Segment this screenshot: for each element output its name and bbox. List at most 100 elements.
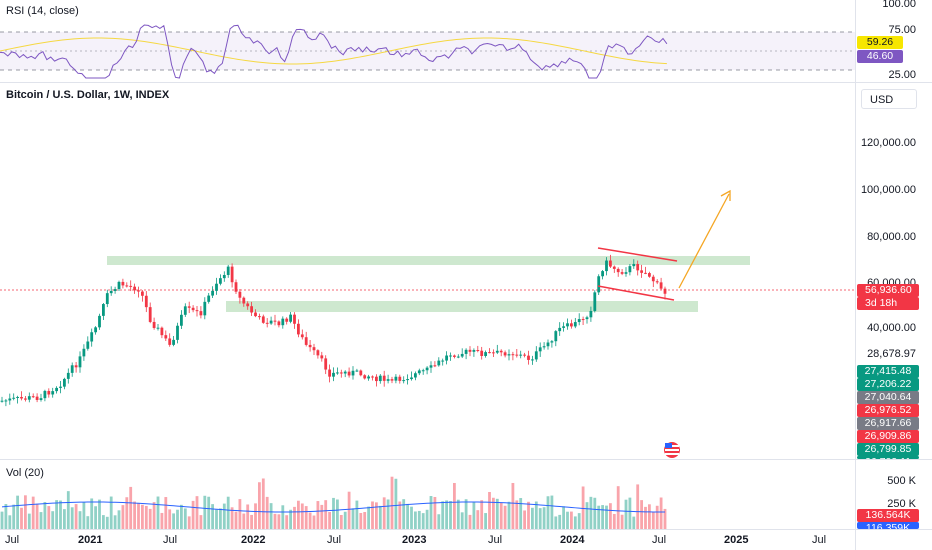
volume-bar	[152, 502, 156, 529]
rsi-line	[0, 24, 668, 79]
time-axis[interactable]: Jul 2021 Jul 2022 Jul 2023 Jul 2024 Jul …	[0, 529, 932, 550]
volume-axis-label: 500 K	[887, 475, 916, 487]
volume-bar	[0, 511, 4, 529]
volume-bar	[86, 516, 90, 529]
volume-bar	[503, 505, 507, 529]
volume-bar	[285, 515, 289, 529]
candle-body	[453, 355, 456, 357]
candle-body	[371, 376, 374, 378]
candle-body	[137, 290, 140, 292]
candle-body	[219, 278, 222, 284]
candle-body	[320, 355, 324, 359]
volume-bar	[453, 482, 456, 529]
candle-body	[581, 319, 585, 321]
candle-body	[386, 379, 390, 381]
candle-body	[343, 371, 347, 374]
volume-bar	[398, 501, 402, 529]
volume-bar	[293, 506, 296, 529]
candle-body	[133, 286, 136, 291]
currency-button[interactable]: USD	[861, 89, 917, 109]
candle-body	[659, 282, 663, 289]
volume-bar	[437, 514, 441, 529]
volume-bar	[367, 506, 370, 529]
price-chart[interactable]	[0, 84, 932, 459]
candle-body	[503, 352, 507, 356]
candle-body	[207, 295, 211, 302]
volume-bar	[558, 514, 562, 529]
volume-bar	[125, 497, 129, 529]
candle-body	[562, 326, 565, 328]
candle-body	[66, 372, 70, 379]
candle-body	[172, 339, 175, 345]
volume-bar	[347, 491, 351, 529]
volume-bar	[476, 510, 480, 529]
candle-body	[616, 268, 620, 273]
volume-bar	[144, 505, 148, 529]
volume-bar	[289, 509, 292, 529]
candle-body	[534, 351, 538, 360]
volume-chart[interactable]	[0, 461, 932, 529]
candle-body	[554, 331, 558, 342]
price-pane[interactable]: Bitcoin / U.S. Dollar, 1W, INDEX USD 120…	[0, 84, 932, 459]
candle-body	[648, 273, 651, 277]
candle-body	[655, 281, 659, 283]
volume-bar	[222, 503, 226, 529]
pane-separator[interactable]	[0, 459, 932, 460]
volume-bar	[464, 499, 468, 529]
volume-bar	[246, 504, 250, 529]
candle-body	[577, 319, 581, 323]
rsi-pane[interactable]: RSI (14, close) 100.00 75.00 25.00 59.26…	[0, 0, 932, 82]
volume-bar	[644, 506, 647, 529]
candle-body	[47, 390, 51, 395]
rsi-chart[interactable]	[0, 0, 932, 82]
time-label: 2021	[78, 534, 103, 546]
volume-bar	[663, 508, 667, 529]
candle-body	[20, 396, 23, 399]
resistance-zone	[107, 256, 750, 265]
candle-body	[589, 310, 593, 318]
volume-bar	[640, 500, 643, 529]
volume-bar	[429, 496, 433, 529]
rsi-title: RSI (14, close)	[6, 5, 79, 17]
volume-bar	[570, 511, 573, 529]
symbol-title[interactable]: Bitcoin / U.S. Dollar, 1W, INDEX	[6, 89, 170, 101]
volume-bar	[94, 506, 97, 529]
volume-bar	[105, 516, 109, 529]
candle-body	[31, 396, 35, 398]
volume-bar	[35, 503, 39, 529]
volume-bar	[382, 497, 386, 529]
volume-bar	[402, 499, 406, 529]
candle-body	[570, 323, 573, 327]
candle-body	[367, 376, 370, 379]
candle-body	[488, 352, 491, 354]
candle-body	[468, 349, 472, 352]
volume-bar	[343, 511, 347, 529]
volume-bar	[137, 503, 140, 529]
volume-bar	[219, 508, 222, 529]
candle-body	[410, 377, 413, 380]
candle-body	[433, 365, 437, 367]
volume-bar	[589, 496, 593, 529]
volume-bar	[507, 501, 511, 529]
price-axis-label: 28,678.97	[867, 348, 916, 360]
volume-bar	[378, 505, 382, 529]
candle-body	[242, 297, 246, 304]
volume-bar	[632, 516, 636, 529]
arrow-head-icon	[720, 189, 731, 201]
volume-bar	[624, 499, 628, 529]
us-flag-icon[interactable]	[664, 442, 680, 458]
time-label: Jul	[327, 534, 342, 546]
candle-body	[445, 355, 448, 361]
candle-body	[492, 352, 495, 354]
candle-body	[511, 354, 515, 356]
volume-bar	[51, 511, 55, 529]
volume-bar	[90, 498, 94, 529]
pane-separator[interactable]	[0, 82, 932, 83]
candle-body	[187, 306, 191, 308]
volume-bar	[203, 495, 207, 529]
candle-body	[651, 276, 655, 282]
volume-pane[interactable]: Vol (20) 500 K 250 K 136.564K 116.359K	[0, 461, 932, 529]
volume-bar	[117, 510, 121, 529]
candle-body	[573, 322, 577, 327]
candle-body	[437, 360, 441, 366]
